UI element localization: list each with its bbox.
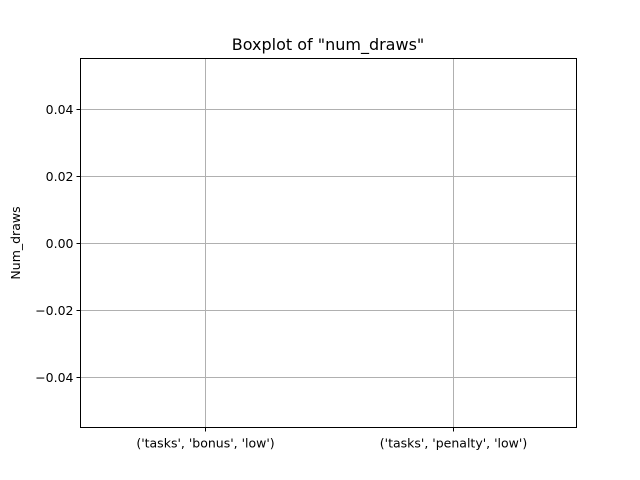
- y-tick-label: 0.02: [46, 169, 74, 184]
- y-tick-label: 0.00: [46, 236, 74, 251]
- y-tick-label: 0.04: [46, 102, 74, 117]
- y-tick-label: −0.04: [35, 370, 73, 385]
- x-tick-label: ('tasks', 'bonus', 'low'): [136, 436, 274, 451]
- chart-title: Boxplot of "num_draws": [232, 35, 425, 55]
- plot-frame: [80, 58, 577, 428]
- tick-layer: −0.04 −0.02 0.00 0.02 0.04 ('tasks', 'bonus',…: [35, 102, 527, 451]
- y-tick-label: −0.02: [35, 303, 73, 318]
- y-axis-label: Num_draws: [8, 206, 23, 279]
- x-tick-label: ('tasks', 'penalty', 'low'): [380, 436, 527, 451]
- grid-layer: [80, 58, 577, 428]
